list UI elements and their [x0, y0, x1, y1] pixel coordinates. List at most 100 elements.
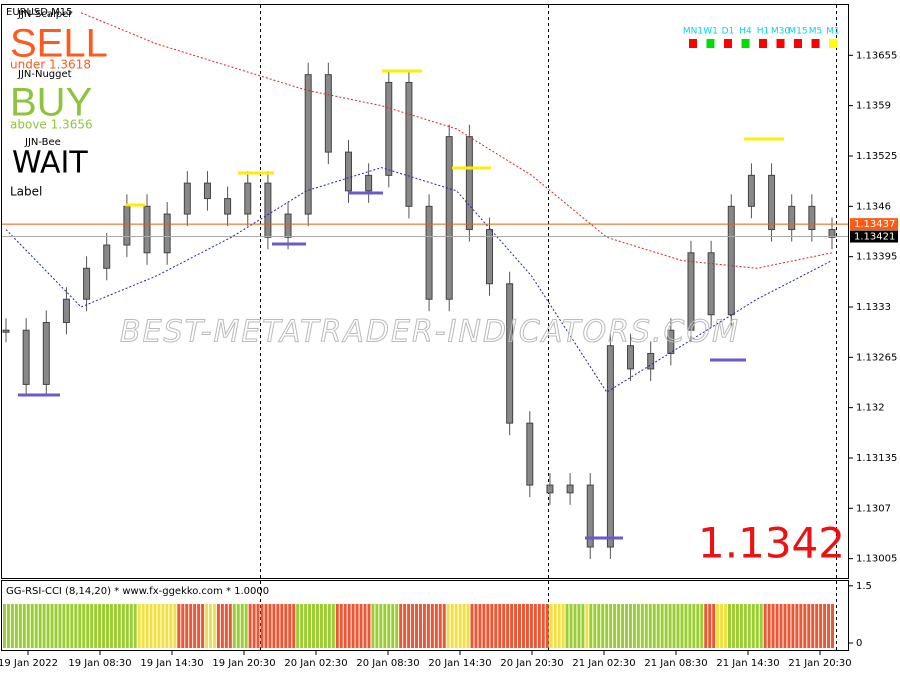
indicator-bar — [6, 604, 10, 648]
indicator-bar — [470, 604, 474, 648]
candle — [647, 352, 655, 370]
indicator-bar — [117, 604, 121, 648]
indicator-bar — [407, 604, 411, 648]
indicator-bar — [58, 604, 62, 648]
candle — [143, 205, 151, 254]
indicator-bar — [288, 604, 292, 648]
candle — [405, 81, 413, 207]
price-tick-label: 1.13005 — [856, 554, 897, 565]
indicator-bar — [34, 604, 38, 648]
candle — [586, 484, 594, 548]
indicator-bar — [597, 604, 601, 648]
indicator-bar — [292, 604, 296, 648]
indicator-bar — [696, 604, 700, 648]
indicator-bar — [268, 604, 272, 648]
indicator-bar — [506, 604, 510, 648]
indicator-bar — [98, 604, 102, 648]
indicator-bar — [529, 604, 533, 648]
time-label: 21 Jan 20:30 — [788, 658, 851, 669]
indicator-bar — [169, 604, 173, 648]
time-label: 20 Jan 20:30 — [500, 658, 563, 669]
signal-markers — [18, 69, 784, 540]
indicator-bar — [70, 604, 74, 648]
indicator-bar — [197, 604, 201, 648]
watermark: BEST-METATRADER-INDICATORS.COM — [120, 315, 740, 350]
indicator-bar — [533, 604, 537, 648]
candle — [768, 174, 776, 231]
indicator-bar — [312, 604, 315, 648]
indicator-bar — [478, 604, 482, 648]
indicator-bar — [244, 604, 248, 648]
indicator-bar — [411, 604, 415, 648]
sub-tick-label: 0 — [856, 638, 862, 649]
candle — [42, 321, 50, 385]
candle — [83, 267, 91, 300]
indicator-bar — [46, 604, 50, 648]
indicator-bar — [284, 604, 288, 648]
indicator-bar — [628, 604, 632, 648]
timeframe-label: H4 — [739, 27, 752, 37]
indicator-bar — [280, 604, 284, 648]
sub-frame — [1, 580, 849, 651]
label: Label — [10, 185, 42, 199]
indicator-bar — [30, 604, 34, 648]
indicator-bar — [14, 604, 18, 648]
timeframe-label: M15 — [788, 27, 807, 37]
price-tick-label: 1.1333 — [856, 302, 891, 313]
indicator-bar — [430, 604, 434, 648]
indicator-bar — [688, 604, 692, 648]
candle — [546, 484, 554, 494]
indicator-bar — [446, 604, 450, 648]
indicator-bar — [125, 604, 129, 648]
indicator-bar — [573, 604, 577, 648]
candle — [264, 182, 272, 238]
indicator-bar — [640, 604, 644, 648]
indicator-bar — [569, 604, 573, 648]
candle — [606, 345, 614, 548]
indicator-bar — [335, 604, 339, 648]
indicator-bar — [458, 604, 462, 648]
indicator-bar — [486, 604, 490, 648]
indicator-bar — [224, 604, 228, 648]
indicator-bar — [700, 604, 704, 648]
indicator-bar — [771, 604, 775, 648]
time-label: 21 Jan 08:30 — [644, 658, 707, 669]
indicator-bar — [209, 604, 212, 648]
timeframe-status — [741, 39, 750, 48]
indicator-bar — [510, 604, 514, 648]
indicator-bar — [656, 604, 660, 648]
indicator-bar — [109, 604, 113, 648]
indicator-bar — [228, 604, 232, 648]
indicator-bar — [553, 604, 557, 648]
indicator-bar — [795, 604, 799, 648]
indicator-bar — [264, 604, 268, 648]
candle — [224, 198, 232, 215]
indicator-bar — [165, 604, 169, 648]
indicator-bar — [601, 604, 605, 648]
indicator-bar — [426, 604, 430, 648]
timeframe-label: M30 — [771, 27, 790, 37]
indicator-bar — [621, 604, 625, 648]
indicator-bar — [474, 604, 478, 648]
indicator-bar — [129, 604, 133, 648]
moving-average — [80, 12, 833, 269]
indicator-bar — [300, 604, 304, 648]
indicator-bar — [339, 604, 343, 648]
indicator-bar — [94, 604, 98, 648]
indicator-bar — [157, 604, 161, 648]
indicator-bar — [747, 604, 751, 648]
indicator-bar — [74, 604, 78, 648]
indicator-bar — [775, 604, 779, 648]
indicator-bar — [419, 604, 422, 648]
indicator-bar — [395, 604, 399, 648]
indicator-bar — [522, 604, 525, 648]
indicator-bar — [355, 604, 359, 648]
timeframe-label: M5 — [809, 27, 823, 37]
indicator-bar — [815, 604, 819, 648]
indicator-bar — [319, 604, 323, 648]
indicator-bar — [739, 604, 743, 648]
indicator-bar — [141, 604, 145, 648]
indicator-bar — [185, 604, 189, 648]
indicator-bar — [387, 604, 391, 648]
indicator-bar — [636, 604, 640, 648]
